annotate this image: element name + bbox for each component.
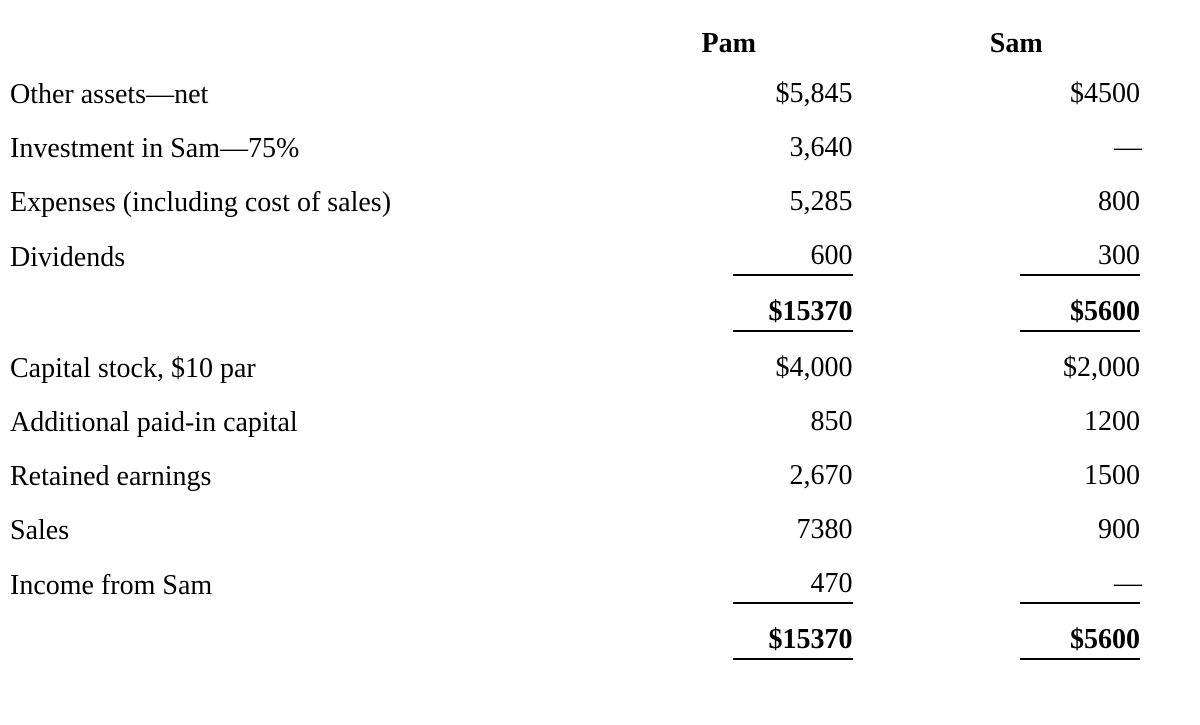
header-row: Pam Sam — [10, 20, 1160, 68]
row-label: Expenses (including cost of sales) — [10, 176, 585, 230]
row-label: Retained earnings — [10, 450, 585, 504]
total-value: $15370 — [733, 624, 853, 660]
table-row: Dividends 600 300 — [10, 230, 1160, 286]
row-label: Additional paid-in capital — [10, 396, 585, 450]
cell-value: 850 — [733, 406, 853, 440]
row-label: Capital stock, $10 par — [10, 342, 585, 396]
cell-value: 1200 — [1020, 406, 1140, 440]
table-row: Other assets—net $5,845 $4500 — [10, 68, 1160, 122]
cell-value: 3,640 — [733, 132, 853, 166]
cell-value: $4500 — [1020, 78, 1140, 112]
cell-value: 5,285 — [733, 186, 853, 220]
table-row: Additional paid-in capital 850 1200 — [10, 396, 1160, 450]
total-row: $15370 $5600 — [10, 614, 1160, 670]
total-value: $5600 — [1020, 624, 1140, 660]
col-header-sam: Sam — [873, 20, 1161, 68]
financial-table-page: Pam Sam Other assets—net $5,845 $4500 In… — [0, 0, 1200, 725]
subtotal-row: $15370 $5600 — [10, 286, 1160, 342]
table-row: Sales 7380 900 — [10, 504, 1160, 558]
financial-table: Pam Sam Other assets—net $5,845 $4500 In… — [10, 20, 1160, 670]
table-row: Income from Sam 470 — — [10, 558, 1160, 614]
cell-value: — — [1020, 568, 1140, 604]
cell-value: 600 — [733, 240, 853, 276]
table-row: Capital stock, $10 par $4,000 $2,000 — [10, 342, 1160, 396]
cell-value: — — [1020, 132, 1140, 166]
row-label: Sales — [10, 504, 585, 558]
table-row: Expenses (including cost of sales) 5,285… — [10, 176, 1160, 230]
cell-value: $4,000 — [733, 352, 853, 386]
row-label: Investment in Sam—75% — [10, 122, 585, 176]
cell-value: 470 — [733, 568, 853, 604]
cell-value: $5,845 — [733, 78, 853, 112]
table-row: Investment in Sam—75% 3,640 — — [10, 122, 1160, 176]
table-row: Retained earnings 2,670 1500 — [10, 450, 1160, 504]
col-header-pam: Pam — [585, 20, 873, 68]
subtotal-value: $15370 — [733, 296, 853, 332]
row-label: Income from Sam — [10, 558, 585, 614]
cell-value: 300 — [1020, 240, 1140, 276]
row-label: Other assets—net — [10, 68, 585, 122]
cell-value: $2,000 — [1020, 352, 1140, 386]
cell-value: 1500 — [1020, 460, 1140, 494]
cell-value: 900 — [1020, 514, 1140, 548]
cell-value: 2,670 — [733, 460, 853, 494]
row-label: Dividends — [10, 230, 585, 286]
cell-value: 7380 — [733, 514, 853, 548]
subtotal-value: $5600 — [1020, 296, 1140, 332]
cell-value: 800 — [1020, 186, 1140, 220]
